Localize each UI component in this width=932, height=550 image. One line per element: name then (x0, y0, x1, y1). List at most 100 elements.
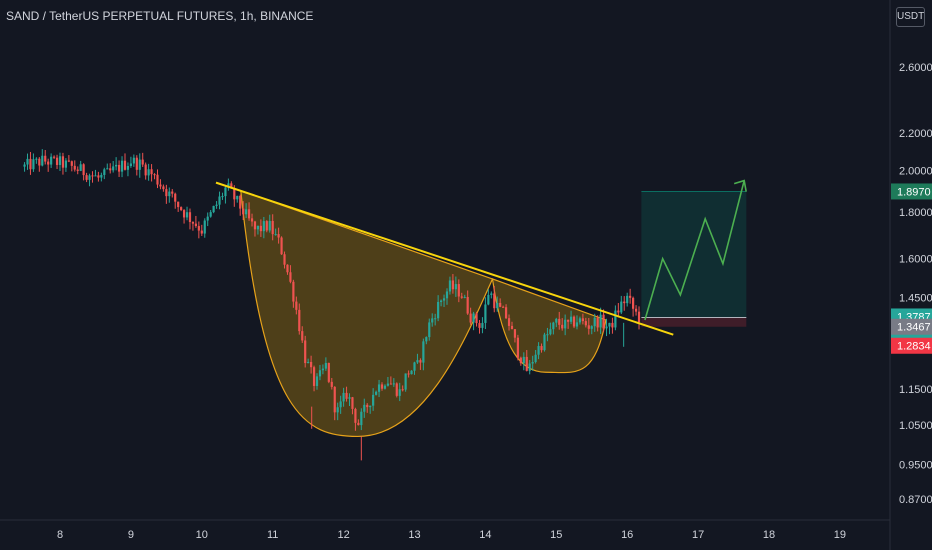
candle-body (153, 174, 156, 176)
candle-body (392, 383, 395, 385)
candle-body (73, 165, 76, 170)
candle-body (590, 326, 593, 329)
candle-body (283, 254, 286, 265)
candle-body (360, 411, 363, 426)
candle-body (259, 225, 262, 232)
candle-body (109, 168, 112, 171)
candle-body (35, 158, 38, 160)
price-tag-entry (891, 318, 932, 335)
candle-body (629, 295, 632, 298)
candle-body (363, 404, 366, 412)
y-tick-label: 1.6000 (899, 254, 932, 266)
drawing-layer (215, 179, 747, 336)
x-tick-label: 15 (550, 529, 562, 541)
currency-button[interactable]: USDT (896, 7, 925, 27)
candle-body (209, 212, 212, 217)
candle-body (327, 362, 330, 382)
candle-body (555, 318, 558, 323)
candle-body (484, 304, 487, 323)
candle-body (442, 298, 446, 301)
candle-body (504, 307, 508, 319)
candle-body (522, 356, 525, 364)
candle-body (197, 226, 200, 231)
candle-body (431, 318, 434, 323)
candle-body (499, 302, 502, 307)
candle-body (463, 296, 466, 298)
handle-pattern (491, 278, 607, 374)
chart-title: SAND / TetherUS PERPETUAL FUTURES, 1h, B… (6, 9, 313, 23)
candle-body (185, 212, 189, 218)
candle-body (457, 284, 460, 297)
candle-body (596, 317, 599, 328)
candle-body (428, 322, 431, 338)
candle-body (434, 318, 437, 320)
candle-body (50, 156, 53, 165)
candle-body (333, 386, 336, 413)
candle-body (345, 392, 348, 399)
x-tick-label: 14 (479, 529, 491, 541)
candle-body (552, 322, 555, 330)
candle-body (528, 363, 531, 371)
candle-body (324, 362, 327, 369)
candle-body (212, 205, 215, 213)
candle-body (587, 325, 590, 329)
candle-body (448, 280, 452, 292)
candle-body (567, 319, 570, 322)
candle-body (26, 158, 29, 165)
price-axis[interactable]: 2.6000 2.2000 2.0000 1.8000 1.6000 1.4500 1.15… (899, 62, 932, 506)
x-tick-label: 9 (128, 529, 134, 541)
candle-body (354, 408, 357, 423)
candle-body (106, 168, 109, 170)
candle-body (64, 160, 68, 168)
x-tick-label: 17 (692, 529, 704, 541)
candle-body (469, 313, 472, 323)
candle-body (620, 301, 623, 313)
candle-body (188, 212, 192, 222)
candle-body (419, 360, 422, 363)
x-tick-label: 16 (621, 529, 633, 541)
candle-body (242, 208, 245, 215)
candle-body (460, 296, 463, 298)
candle-body (274, 234, 277, 236)
candle-body (295, 301, 298, 310)
candle-body (493, 293, 496, 309)
candle-body (445, 291, 449, 299)
candle-body (268, 220, 271, 231)
candle-body (386, 383, 390, 386)
candle-body (289, 272, 292, 282)
candle-body (304, 340, 307, 364)
candle-body (605, 326, 608, 329)
candle-body (271, 220, 274, 235)
time-axis[interactable]: 8 9 10 11 12 13 14 15 16 17 18 19 (57, 529, 846, 541)
candle-body (67, 160, 70, 162)
candle-body (481, 322, 484, 328)
candle-body (602, 314, 605, 329)
candle-body (277, 234, 280, 238)
candle-body (593, 317, 596, 327)
candle-body (135, 157, 138, 170)
candle-body (132, 157, 135, 164)
projection-arrowhead (733, 179, 747, 192)
candle-body (180, 207, 183, 211)
candle-body (572, 316, 576, 327)
candle-body (336, 407, 339, 413)
candle-body (519, 357, 522, 364)
candle-body (55, 157, 59, 165)
candle-body (454, 284, 457, 290)
price-tag-label: 1.2834 (897, 341, 931, 353)
candle-body (23, 164, 26, 167)
candle-body (312, 367, 316, 386)
candle-body (129, 163, 132, 167)
stop-zone (641, 317, 747, 327)
candle-body (466, 296, 469, 314)
candle-body (404, 373, 407, 390)
candle-body (614, 310, 617, 328)
candle-body (100, 174, 103, 178)
candle-body (634, 308, 638, 312)
target-zone-layer (641, 191, 747, 327)
candle-body (82, 164, 85, 176)
candle-body (351, 397, 354, 409)
candle-body (38, 158, 41, 166)
candle-body (315, 376, 319, 386)
